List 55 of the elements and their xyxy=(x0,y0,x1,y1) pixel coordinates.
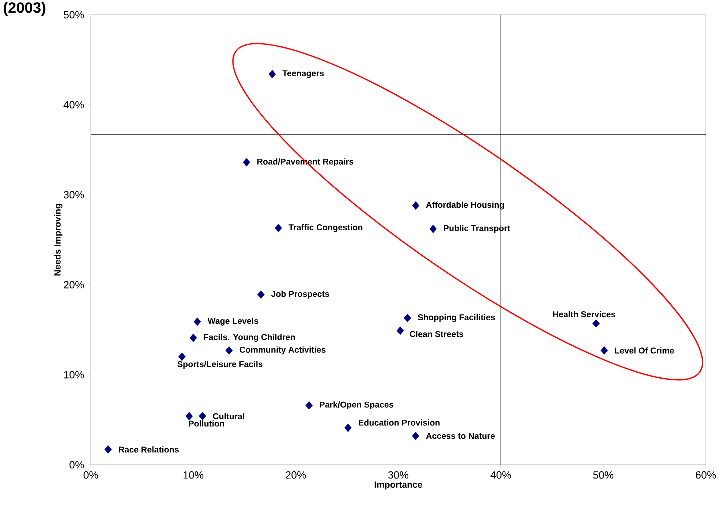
point xyxy=(306,401,313,410)
x-tick-label: 0% xyxy=(84,472,98,479)
point xyxy=(412,432,420,440)
annotation: Level Of Crime xyxy=(615,348,674,354)
y-tick-label: 50% xyxy=(64,11,84,19)
annotation: Teenagers xyxy=(282,70,324,78)
annotation: Park/Open Spaces xyxy=(320,402,394,410)
point xyxy=(592,320,600,328)
point xyxy=(396,326,404,336)
point xyxy=(404,314,412,322)
annotation: Job Prospects xyxy=(271,290,330,299)
point xyxy=(344,424,352,432)
x-tick-label: 30% xyxy=(388,472,409,479)
y-tick-label: 40% xyxy=(64,101,84,109)
point xyxy=(274,224,282,232)
point xyxy=(178,352,186,362)
y-axis-title: Needs Improving xyxy=(54,204,63,276)
annotation: Community Activities xyxy=(240,346,326,355)
point xyxy=(430,225,437,234)
annotation: Access to Nature xyxy=(426,433,496,440)
annotation: Sports/Leisure Facils xyxy=(178,361,263,370)
point xyxy=(226,346,234,355)
point xyxy=(186,412,194,421)
point xyxy=(412,202,420,210)
annotation: Education Provision xyxy=(359,420,440,426)
x-tick-label: 40% xyxy=(490,472,512,479)
annotation: Public Transport xyxy=(444,225,510,234)
annotation: Wage Levels xyxy=(208,318,258,326)
chart-title: (2003) xyxy=(4,2,46,16)
x-tick-label: 10% xyxy=(184,472,204,479)
point xyxy=(600,346,608,355)
y-tick-label: 0% xyxy=(70,461,84,469)
annotation: Traffic Congestion xyxy=(288,224,363,232)
annotation: Shopping Facilities xyxy=(418,314,496,322)
y-tick-label: 20% xyxy=(64,281,84,289)
x-tick-label: 60% xyxy=(696,472,716,479)
x-tick-label: 50% xyxy=(593,472,614,479)
point xyxy=(243,158,250,167)
point xyxy=(190,334,198,342)
x-axis-title: Importance xyxy=(374,482,422,490)
annotation: Cultural xyxy=(213,413,244,420)
point xyxy=(104,446,112,454)
annotation: Health Services xyxy=(553,311,616,318)
annotation: Race Relations xyxy=(119,446,179,453)
y-tick-label: 10% xyxy=(64,371,84,379)
point xyxy=(268,70,276,79)
point xyxy=(258,290,265,300)
point xyxy=(199,412,206,421)
annotation: Affordable Housing xyxy=(426,202,504,210)
annotation: Clean Streets xyxy=(410,331,464,338)
x-tick-label: 20% xyxy=(286,472,306,479)
point xyxy=(194,318,202,326)
annotation: Facils. Young Children xyxy=(204,334,296,342)
y-tick-label: 30% xyxy=(64,191,84,199)
annotation: Pollution xyxy=(189,420,224,427)
